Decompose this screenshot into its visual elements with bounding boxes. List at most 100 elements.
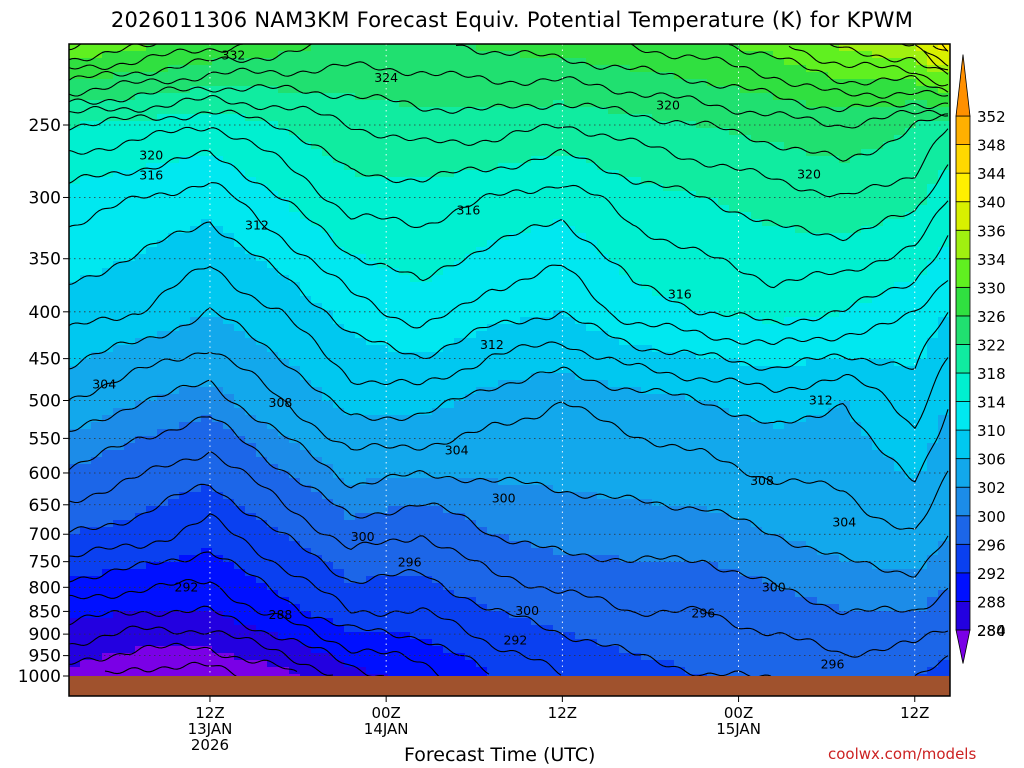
heatmap-cell xyxy=(432,261,444,269)
heatmap-cell xyxy=(311,177,323,185)
heatmap-cell xyxy=(432,415,444,423)
heatmap-cell xyxy=(212,387,224,395)
heatmap-cell xyxy=(377,590,389,598)
heatmap-cell xyxy=(476,170,488,178)
heatmap-cell xyxy=(256,170,268,178)
heatmap-cell xyxy=(388,499,400,507)
heatmap-cell xyxy=(531,149,543,157)
heatmap-cell xyxy=(311,198,323,206)
heatmap-cell xyxy=(366,429,378,437)
heatmap-cell xyxy=(520,310,532,318)
heatmap-cell xyxy=(267,289,279,297)
heatmap-cell xyxy=(146,275,158,283)
heatmap-cell xyxy=(168,415,180,423)
heatmap-cell xyxy=(168,604,180,612)
heatmap-cell xyxy=(300,632,312,640)
heatmap-cell xyxy=(520,359,532,367)
heatmap-cell xyxy=(168,485,180,493)
heatmap-cell xyxy=(168,142,180,150)
heatmap-cell xyxy=(608,254,620,262)
heatmap-cell xyxy=(597,114,609,122)
heatmap-cell xyxy=(124,401,136,409)
heatmap-cell xyxy=(289,576,301,584)
heatmap-cell xyxy=(102,93,114,101)
heatmap-cell xyxy=(124,625,136,633)
heatmap-cell xyxy=(366,366,378,374)
heatmap-cell xyxy=(454,380,466,388)
heatmap-cell xyxy=(476,590,488,598)
heatmap-cell xyxy=(388,100,400,108)
heatmap-cell xyxy=(476,443,488,451)
heatmap-cell xyxy=(201,366,213,374)
heatmap-cell xyxy=(520,177,532,185)
heatmap-cell xyxy=(377,44,389,52)
heatmap-cell xyxy=(212,401,224,409)
heatmap-cell xyxy=(553,387,565,395)
heatmap-cell xyxy=(168,65,180,73)
heatmap-cell xyxy=(575,198,587,206)
heatmap-cell xyxy=(168,597,180,605)
heatmap-cell xyxy=(234,44,246,52)
heatmap-cell xyxy=(113,163,125,171)
heatmap-cell xyxy=(432,359,444,367)
heatmap-cell xyxy=(212,422,224,430)
heatmap-cell xyxy=(432,268,444,276)
heatmap-cell xyxy=(91,555,103,563)
heatmap-cell xyxy=(179,275,191,283)
heatmap-cell xyxy=(234,632,246,640)
heatmap-cell xyxy=(586,254,598,262)
heatmap-cell xyxy=(322,170,334,178)
heatmap-cell xyxy=(267,254,279,262)
heatmap-cell xyxy=(344,268,356,276)
heatmap-cell xyxy=(520,576,532,584)
heatmap-cell xyxy=(256,408,268,416)
heatmap-cell xyxy=(553,261,565,269)
heatmap-cell xyxy=(531,492,543,500)
heatmap-cell xyxy=(333,625,345,633)
heatmap-cell xyxy=(454,541,466,549)
heatmap-cell xyxy=(69,478,81,486)
heatmap-cell xyxy=(102,646,114,654)
heatmap-cell xyxy=(377,394,389,402)
heatmap-cell xyxy=(564,184,576,192)
heatmap-cell xyxy=(476,548,488,556)
heatmap-cell xyxy=(520,44,532,52)
heatmap-cell xyxy=(69,233,81,241)
heatmap-cell xyxy=(278,667,290,675)
heatmap-cell xyxy=(256,177,268,185)
heatmap-cell xyxy=(245,569,257,577)
heatmap-cell xyxy=(190,205,202,213)
heatmap-cell xyxy=(564,639,576,647)
heatmap-cell xyxy=(608,373,620,381)
heatmap-cell xyxy=(542,247,554,255)
heatmap-cell xyxy=(322,240,334,248)
heatmap-cell xyxy=(168,443,180,451)
heatmap-cell xyxy=(179,548,191,556)
heatmap-cell xyxy=(641,65,653,73)
heatmap-cell xyxy=(399,247,411,255)
heatmap-cell xyxy=(300,429,312,437)
heatmap-cell xyxy=(113,576,125,584)
heatmap-cell xyxy=(410,646,422,654)
heatmap-cell xyxy=(168,618,180,626)
heatmap-cell xyxy=(641,506,653,514)
heatmap-cell xyxy=(212,667,224,675)
heatmap-cell xyxy=(256,72,268,80)
heatmap-cell xyxy=(168,198,180,206)
heatmap-cell xyxy=(542,65,554,73)
heatmap-cell xyxy=(179,51,191,59)
heatmap-cell xyxy=(608,275,620,283)
heatmap-cell xyxy=(531,184,543,192)
heatmap-cell xyxy=(267,282,279,290)
heatmap-cell xyxy=(509,212,521,220)
heatmap-cell xyxy=(201,317,213,325)
heatmap-cell xyxy=(410,156,422,164)
heatmap-cell xyxy=(157,485,169,493)
heatmap-cell xyxy=(102,128,114,136)
heatmap-cell xyxy=(168,212,180,220)
heatmap-cell xyxy=(443,142,455,150)
heatmap-cell xyxy=(553,156,565,164)
heatmap-cell xyxy=(278,464,290,472)
heatmap-cell xyxy=(454,569,466,577)
heatmap-cell xyxy=(630,247,642,255)
